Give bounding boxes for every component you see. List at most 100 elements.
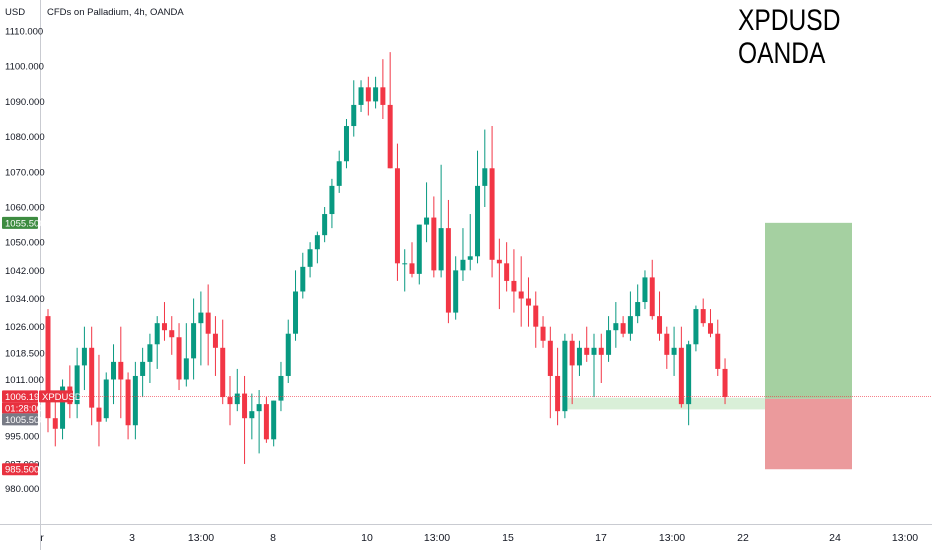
candles-layer [45, 52, 728, 464]
candle [511, 249, 517, 313]
x-tick-label: 17 [595, 532, 607, 544]
x-ticks: r 3 13:00 8 10 13:00 15 17 13:00 22 24 13:00 [40, 532, 918, 544]
candle-body [380, 87, 386, 105]
candle-body [293, 291, 299, 334]
candle-body [394, 168, 400, 264]
candle-body [598, 347, 604, 355]
candle-body [351, 104, 357, 127]
candle-body [686, 344, 692, 405]
countdown-tag: 01:28:00 [2, 402, 42, 414]
candle [627, 291, 633, 341]
candle-body [285, 333, 291, 376]
candle [489, 126, 495, 278]
candle-body [635, 302, 641, 317]
candle-body [205, 312, 211, 334]
y-tick-label: 1090.000 [5, 97, 45, 108]
candle [525, 277, 531, 327]
candle [584, 326, 590, 362]
zones-layer [563, 222, 852, 470]
candle-body [707, 323, 713, 334]
candle [540, 316, 546, 348]
candle [176, 323, 182, 391]
candle [547, 326, 553, 419]
candle [562, 333, 568, 419]
candle-body [547, 340, 553, 376]
candle [416, 224, 422, 285]
candle-body [409, 263, 415, 274]
candle [373, 76, 379, 109]
take-profit-zone [765, 222, 852, 399]
candle-body [576, 347, 582, 366]
x-tick-label: 13:00 [424, 532, 450, 544]
candle-body [343, 126, 349, 162]
candle-body [140, 361, 146, 376]
candle [671, 326, 677, 376]
candle [402, 249, 408, 292]
candle-body [453, 270, 459, 313]
candle [52, 397, 58, 447]
candle [191, 298, 197, 380]
candle-body [191, 323, 197, 359]
candle-body [489, 168, 495, 260]
candle [256, 390, 262, 454]
candle-body [620, 323, 626, 334]
candle-body [132, 375, 138, 426]
svg-text:985.500: 985.500 [5, 465, 39, 476]
y-tick-label: 1034.000 [5, 294, 45, 305]
candle-body [416, 224, 422, 274]
candle-body [467, 256, 473, 260]
y-tick-label: 1060.000 [5, 203, 45, 214]
candle [555, 347, 561, 426]
candle [118, 326, 124, 419]
candle-body [314, 235, 320, 250]
candle [242, 375, 248, 464]
candle-body [154, 323, 160, 345]
candle-body [438, 228, 444, 271]
candle [234, 368, 240, 412]
candle [576, 340, 582, 376]
chart-subtitle: CFDs on Palladium, 4h, OANDA [47, 7, 184, 18]
x-tick-label: 13:00 [659, 532, 685, 544]
candle [387, 52, 393, 169]
candle [198, 291, 204, 366]
candle-body [445, 228, 451, 313]
candle-body [183, 358, 189, 380]
candle-body [613, 323, 619, 331]
candle-body [387, 104, 393, 169]
candle-body [365, 87, 371, 102]
candle [642, 270, 648, 310]
candle-body [693, 309, 699, 345]
candle-body [336, 161, 342, 186]
candle-body [540, 326, 546, 341]
candle [154, 316, 160, 369]
candle [307, 242, 313, 278]
candle [169, 316, 175, 355]
candle-body [511, 280, 517, 292]
candle-body [482, 168, 488, 186]
candle [205, 284, 211, 366]
x-tick-label: 22 [737, 532, 749, 544]
y-tick-label: 1050.000 [5, 238, 45, 249]
candle [271, 400, 277, 447]
candle-body [533, 305, 539, 327]
candle [263, 397, 269, 443]
candle-body [642, 277, 648, 303]
candle [89, 326, 95, 426]
candle [278, 361, 284, 412]
candle-body [111, 361, 117, 380]
candle-body [504, 263, 510, 281]
candle-body [52, 418, 58, 429]
sl-price-tag: 985.500 [2, 463, 39, 476]
stop-loss-zone [765, 398, 852, 470]
candle-body [606, 330, 612, 355]
candle [460, 228, 466, 281]
y-tick-label: 980.000 [5, 484, 39, 495]
svg-text:1005.500: 1005.500 [5, 415, 45, 426]
candle-body [147, 344, 153, 362]
candle-body [89, 347, 95, 408]
candle [591, 333, 597, 398]
candle-body [591, 347, 597, 355]
candle [329, 178, 335, 229]
candle-body [329, 185, 335, 215]
candle [722, 358, 728, 405]
